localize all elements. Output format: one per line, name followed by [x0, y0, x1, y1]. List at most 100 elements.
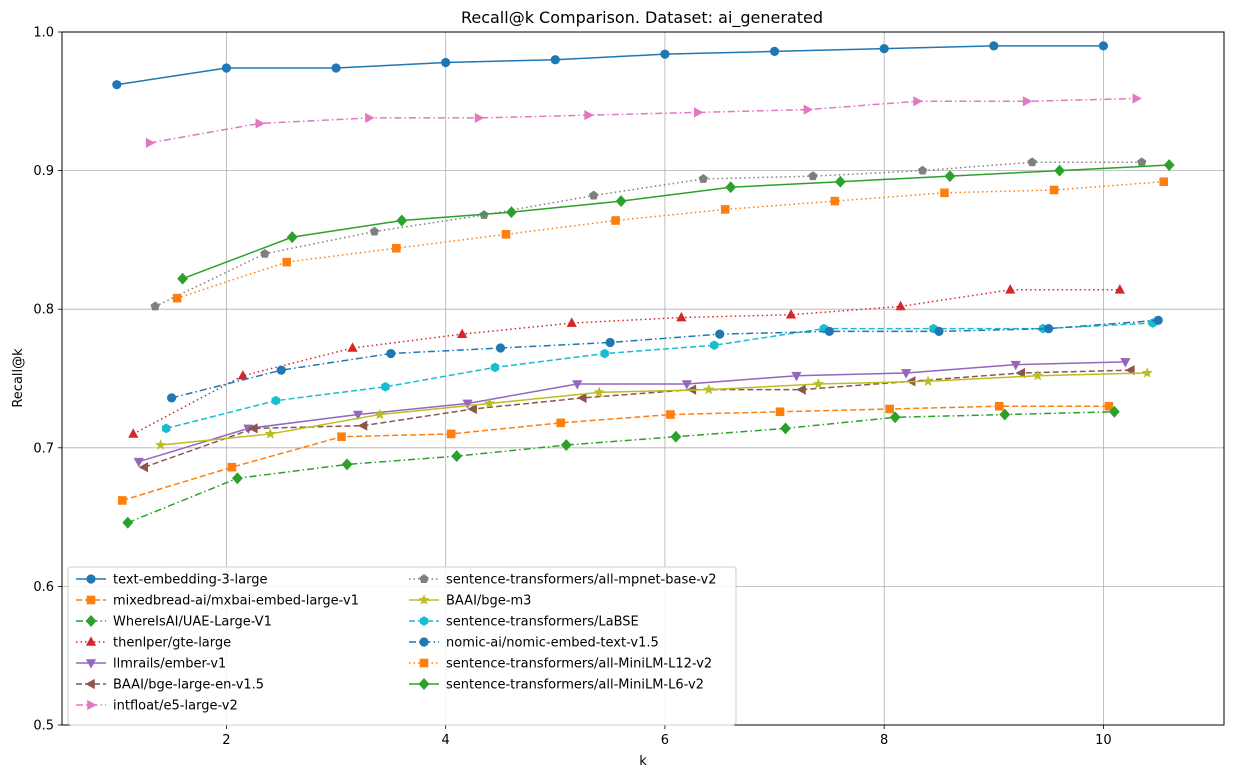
data-point: [611, 216, 620, 225]
legend-label: BAAI/bge-large-en-v1.5: [113, 678, 264, 693]
legend-item-11: sentence-transformers/all-MiniLM-L12-v2: [409, 657, 712, 672]
data-point: [615, 195, 627, 208]
legend-label: intfloat/e5-large-v2: [113, 699, 238, 714]
data-point: [1108, 405, 1120, 418]
legend-label: sentence-transformers/all-MiniLM-L6-v2: [446, 678, 704, 693]
data-point: [1032, 369, 1044, 381]
data-point: [670, 430, 682, 443]
series-6: [145, 93, 1142, 148]
series-line: [165, 322, 1153, 430]
data-point: [703, 383, 715, 395]
legend-marker: [85, 678, 95, 690]
data-point: [666, 410, 675, 419]
data-point: [1022, 96, 1033, 107]
data-point: [660, 49, 670, 59]
x-tick-label: 2: [222, 733, 230, 748]
data-point: [282, 257, 292, 267]
series-0: [112, 41, 1109, 90]
legend-marker: [419, 616, 429, 626]
data-point: [934, 326, 944, 336]
data-point: [352, 410, 364, 421]
data-point: [944, 170, 956, 183]
data-point: [566, 317, 577, 327]
legend-item-0: text-embedding-3-large: [76, 573, 267, 588]
data-point: [913, 96, 923, 107]
data-point: [834, 175, 846, 188]
data-point: [374, 408, 386, 420]
series-7: [150, 157, 1147, 311]
data-point: [1005, 284, 1016, 294]
data-point: [490, 362, 500, 373]
series-8: [155, 367, 1153, 450]
legend-label: llmrails/ember-v1: [113, 657, 226, 672]
legend-marker: [86, 574, 96, 584]
data-point: [337, 432, 346, 442]
data-point: [725, 181, 737, 194]
x-tick-label: 4: [442, 733, 450, 748]
series-12: [177, 159, 1175, 285]
data-point: [386, 348, 396, 359]
data-point: [791, 371, 802, 382]
data-point: [1159, 177, 1169, 186]
data-point: [989, 41, 999, 51]
data-point: [138, 462, 149, 473]
data-point: [248, 423, 258, 434]
data-point: [889, 411, 901, 424]
legend-label: sentence-transformers/LaBSE: [446, 615, 639, 630]
legend-label: BAAI/bge-m3: [446, 594, 531, 609]
legend-marker: [87, 699, 97, 711]
series-11: [172, 177, 1169, 303]
data-point: [271, 395, 280, 406]
data-point: [264, 428, 276, 439]
legend-box: [67, 566, 737, 726]
data-point: [286, 231, 298, 244]
data-point: [167, 393, 177, 403]
legend-label: text-embedding-3-large: [113, 573, 267, 588]
data-point: [999, 408, 1011, 421]
data-point: [917, 165, 928, 175]
legend-marker: [418, 678, 430, 690]
data-point: [710, 340, 719, 351]
series-line: [171, 319, 1159, 399]
data-point: [1132, 93, 1142, 104]
series-10: [167, 315, 1163, 403]
legend-item-7: sentence-transformers/all-mpnet-base-v2: [409, 573, 717, 588]
data-point: [1044, 324, 1054, 334]
legend-item-4: llmrails/ember-v1: [76, 657, 226, 672]
legend-item-6: intfloat/e5-large-v2: [76, 699, 238, 714]
data-point: [895, 300, 906, 311]
x-tick-label: 8: [880, 733, 888, 748]
data-point: [796, 384, 806, 395]
data-point: [381, 381, 390, 392]
data-point: [122, 516, 134, 529]
data-point: [128, 428, 139, 438]
data-point: [331, 63, 341, 73]
data-point: [227, 462, 237, 472]
axes-ticks: 2 4 6 8 10 0.5 0.6 0.7 0.8 0.9 1.0: [33, 26, 1111, 749]
data-point: [1027, 157, 1037, 167]
data-point: [1104, 401, 1114, 411]
data-point: [172, 293, 182, 303]
data-point: [255, 118, 265, 129]
data-point: [1120, 358, 1131, 368]
data-point: [940, 188, 949, 198]
data-point: [495, 343, 506, 353]
series-2: [122, 405, 1120, 529]
x-axis-label: k: [639, 754, 647, 769]
data-point: [501, 230, 511, 239]
data-point: [556, 418, 566, 428]
data-point: [1141, 367, 1153, 378]
data-point: [117, 496, 127, 505]
data-point: [231, 472, 243, 485]
data-point: [589, 190, 599, 200]
data-point: [694, 107, 704, 118]
data-point: [276, 365, 286, 375]
legend-label: WhereIsAI/UAE-Large-V1: [113, 615, 272, 630]
legend-label: thenlper/gte-large: [113, 636, 231, 651]
data-point: [1163, 159, 1175, 172]
legend-label: mixedbread-ai/mxbai-embed-large-v1: [113, 594, 359, 609]
legend-item-9: sentence-transformers/LaBSE: [409, 615, 639, 630]
data-point: [457, 328, 468, 338]
legend-item-10: nomic-ai/nomic-embed-text-v1.5: [409, 636, 659, 651]
